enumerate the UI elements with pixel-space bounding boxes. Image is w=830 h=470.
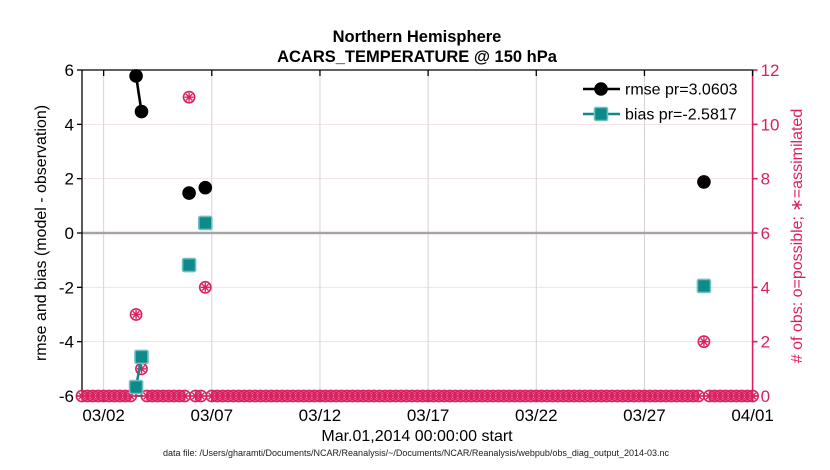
plot-title-line1: Northern Hemisphere bbox=[333, 28, 502, 46]
bias-point bbox=[181, 257, 197, 273]
possible-circle-icon bbox=[198, 280, 212, 294]
obs-count-marker bbox=[697, 335, 711, 349]
right-tick-label: 8 bbox=[761, 170, 770, 189]
rmse-point bbox=[134, 104, 149, 119]
legend: rmse pr=3.0603 bias pr=-2.5817 bbox=[583, 82, 738, 124]
assimilated-asterisk-icon bbox=[185, 93, 193, 101]
possible-circle-icon bbox=[697, 335, 711, 349]
right-tick-label: 4 bbox=[761, 278, 770, 297]
assimilated-asterisk-icon bbox=[748, 392, 757, 400]
legend-label: rmse pr=3.0603 bbox=[625, 82, 738, 99]
x-tick-label: 03/27 bbox=[623, 406, 666, 425]
rmse-point bbox=[182, 186, 196, 200]
left-tick-label: 4 bbox=[65, 115, 74, 134]
x-tick-label: 03/07 bbox=[191, 406, 234, 425]
plot-title-line2: ACARS_TEMPERATURE @ 150 hPa bbox=[277, 48, 558, 66]
x-axis-label: Mar.01,2014 00:00:00 start bbox=[321, 428, 513, 445]
rmse-point bbox=[198, 180, 213, 195]
bias-point bbox=[696, 278, 712, 294]
y-axis-label-right: # of obs: o=possible; ∗=assimilated bbox=[789, 109, 806, 363]
x-tick-label: 03/22 bbox=[515, 406, 558, 425]
right-tick-label: 10 bbox=[761, 115, 780, 134]
rmse-point bbox=[129, 69, 143, 83]
plot-layer: 6 4 2 0 -2 -4 -6 12 10 8 6 4 2 0 03/02 03/07 03/12 03/17 0… bbox=[59, 61, 780, 425]
assimilated-asterisk-icon bbox=[197, 392, 205, 400]
legend-square-icon bbox=[593, 106, 609, 122]
left-tick-label: -6 bbox=[59, 387, 74, 406]
bias-point bbox=[134, 349, 149, 365]
x-tick-label: 03/02 bbox=[82, 406, 125, 425]
x-tick-label: 03/17 bbox=[407, 406, 450, 425]
bias-point bbox=[198, 215, 213, 231]
left-tick-label: 2 bbox=[65, 170, 74, 189]
assimilated-asterisk-icon bbox=[700, 337, 708, 346]
legend-entry-bias: bias pr=-2.5817 bbox=[583, 107, 737, 124]
assimilated-asterisk-icon bbox=[201, 283, 209, 292]
obs-count-marker bbox=[746, 389, 759, 403]
obs-count-marker bbox=[178, 389, 192, 403]
obs-count-marker bbox=[194, 389, 208, 403]
possible-circle-icon bbox=[129, 308, 143, 321]
right-tick-label: 0 bbox=[761, 387, 770, 406]
assimilated-asterisk-icon bbox=[694, 392, 703, 400]
bias-point bbox=[128, 379, 144, 395]
possible-circle-icon bbox=[182, 90, 196, 104]
legend-label: bias pr=-2.5817 bbox=[625, 107, 737, 124]
x-tick-label: 04/01 bbox=[731, 406, 774, 425]
obs-count-marker bbox=[198, 280, 212, 294]
assimilated-asterisk-icon bbox=[181, 392, 189, 400]
legend-entry-rmse: rmse pr=3.0603 bbox=[583, 82, 738, 99]
right-tick-label: 6 bbox=[761, 224, 770, 243]
rmse-point bbox=[697, 175, 711, 189]
footer-datafile: data file: /Users/gharamti/Documents/NCA… bbox=[163, 448, 670, 458]
x-tick-label: 03/12 bbox=[299, 406, 342, 425]
obs-count-marker bbox=[182, 90, 196, 104]
obs-count-marker bbox=[129, 308, 143, 321]
left-tick-label: 0 bbox=[65, 224, 74, 243]
assimilated-asterisk-icon bbox=[132, 310, 140, 319]
right-tick-label: 2 bbox=[761, 333, 770, 352]
legend-circle-icon bbox=[594, 82, 608, 96]
left-tick-label: -4 bbox=[59, 333, 74, 352]
right-tick-label: 12 bbox=[761, 61, 780, 80]
left-tick-label: -2 bbox=[59, 278, 74, 297]
left-tick-label: 6 bbox=[65, 61, 74, 80]
possible-circle-icon bbox=[746, 389, 759, 403]
obs-count-marker bbox=[692, 389, 705, 403]
y-axis-label-left: rmse and bias (model - observation) bbox=[33, 105, 50, 361]
